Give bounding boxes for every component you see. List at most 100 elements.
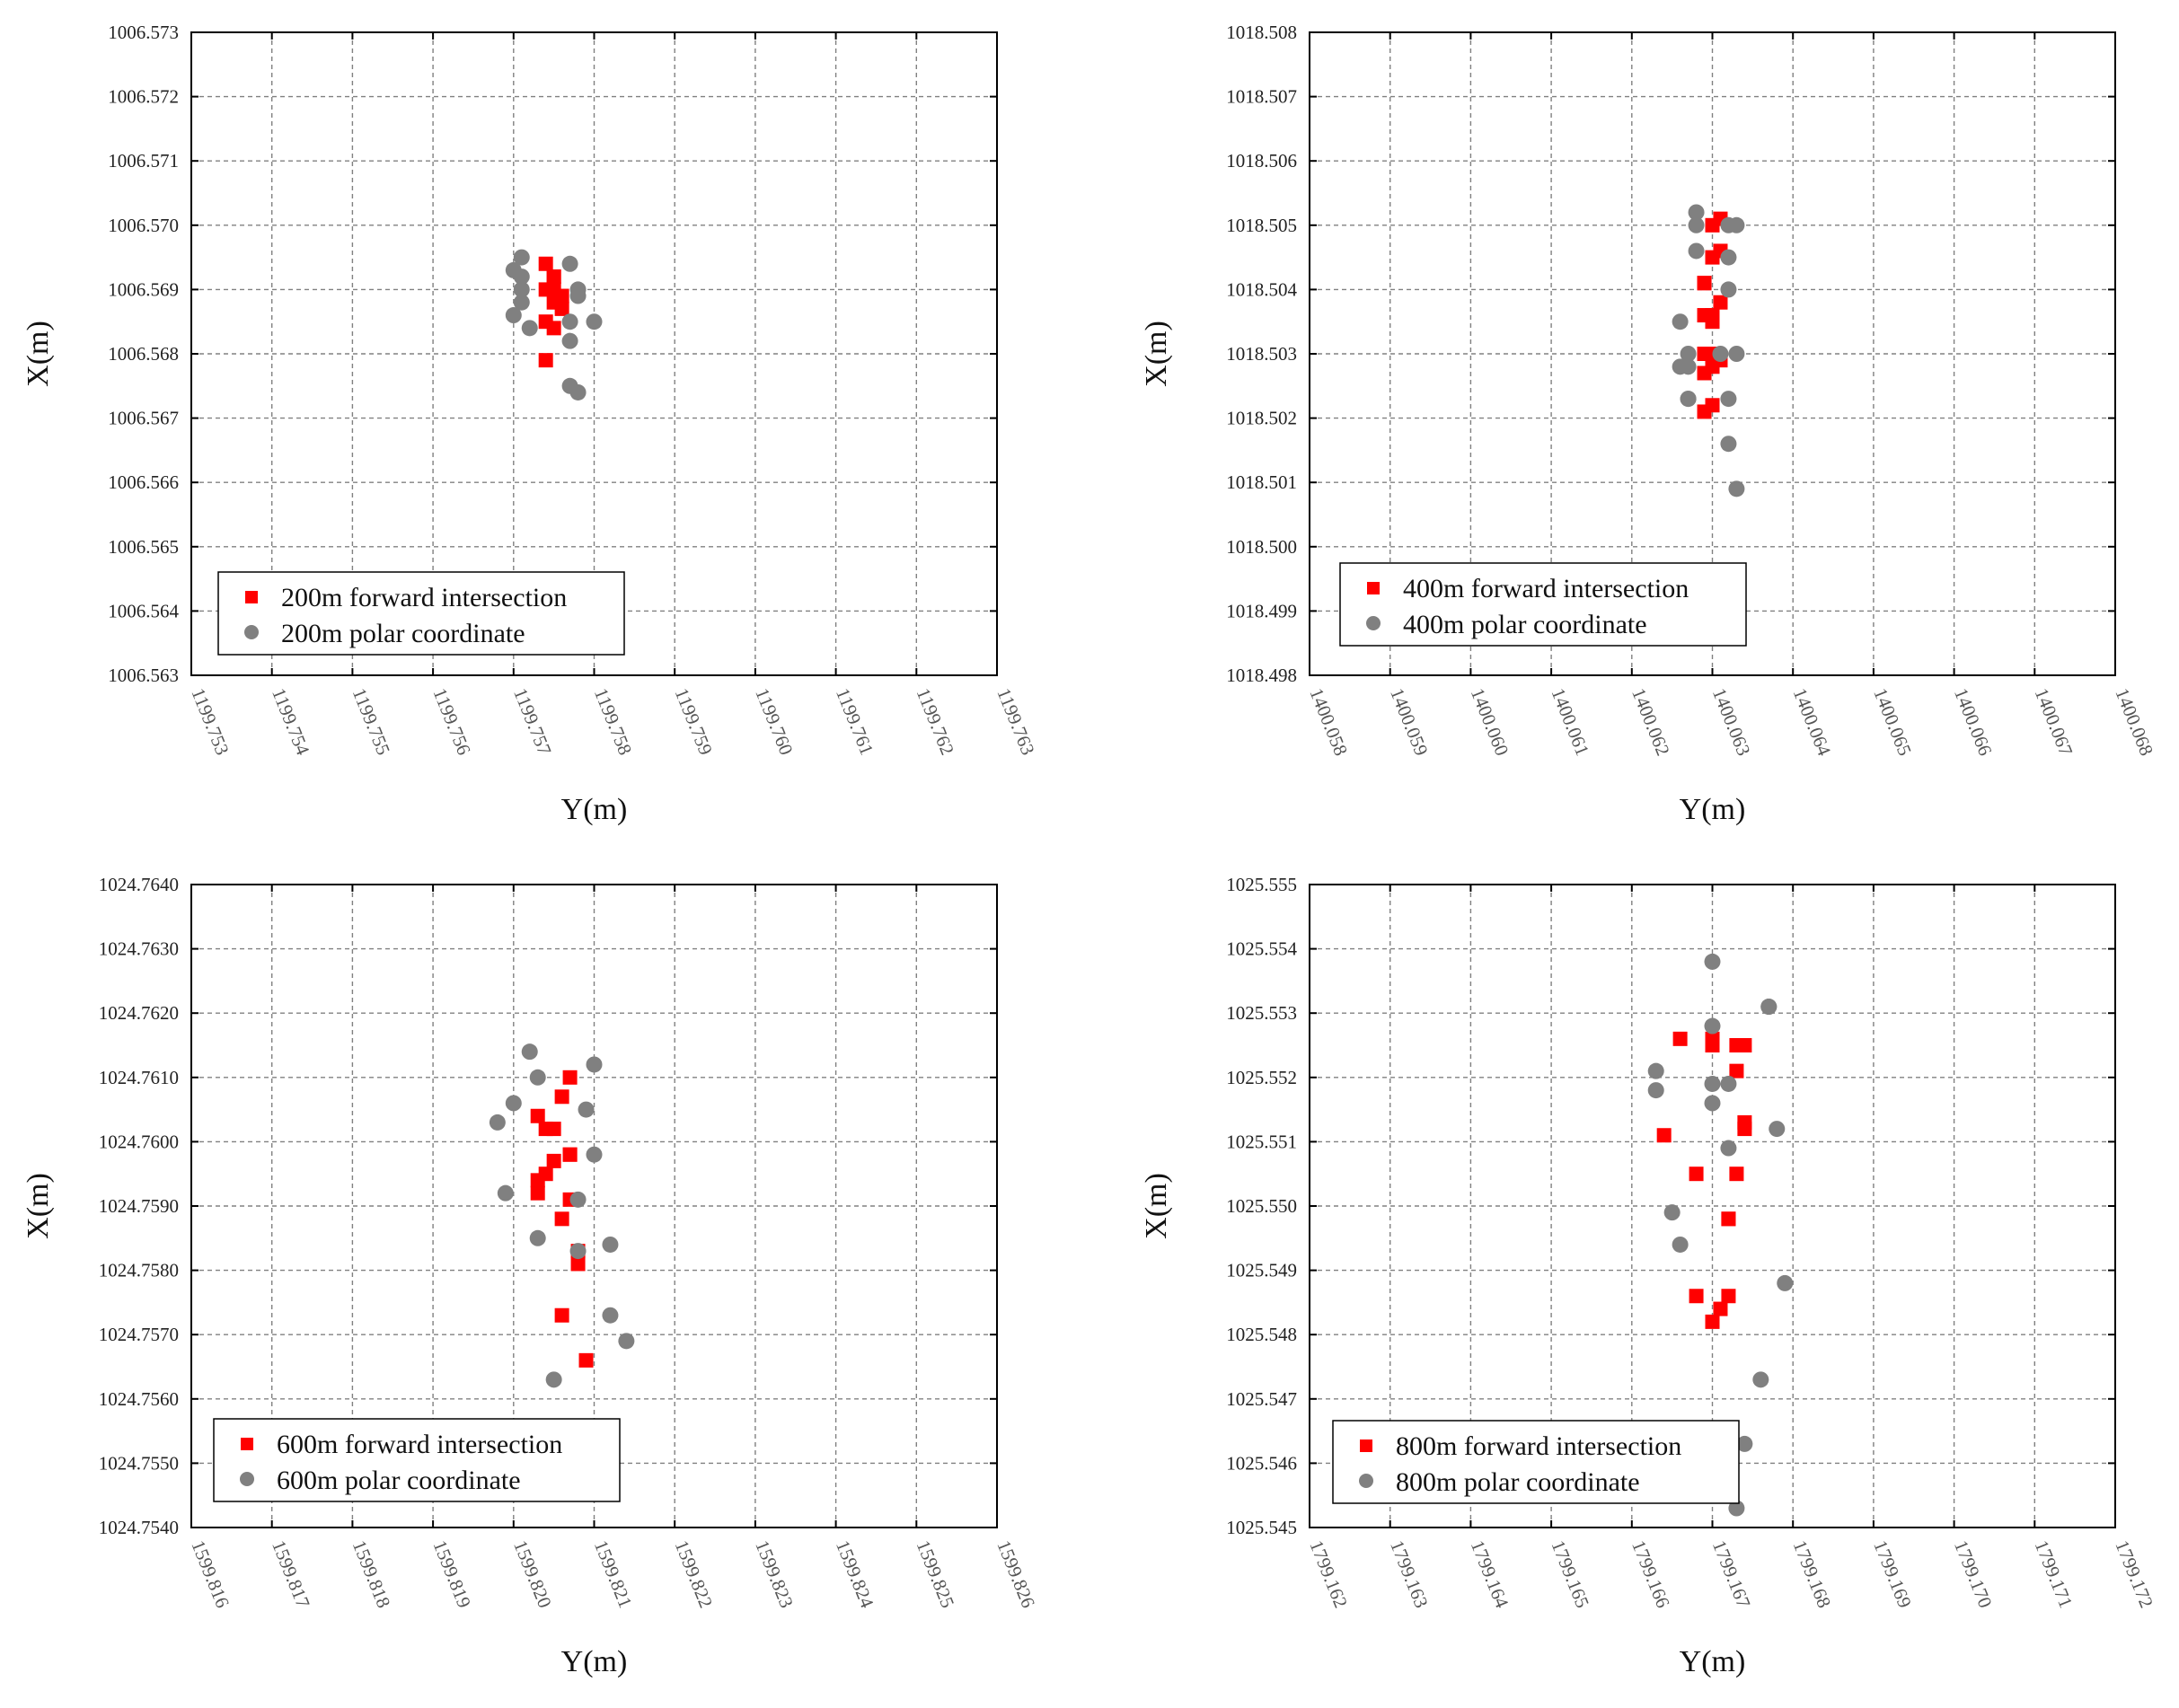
data-point-square <box>578 1352 594 1368</box>
data-point-circle <box>1647 1062 1664 1079</box>
legend-label-forward: 400m forward intersection <box>1403 574 1689 603</box>
y-tick-label: 1006.568 <box>108 343 179 365</box>
x-tick-label: 1199.760 <box>751 685 797 758</box>
data-point-square <box>1713 1301 1728 1316</box>
data-point-circle <box>1720 281 1737 298</box>
data-point-circle <box>1728 480 1745 497</box>
legend-label-polar: 800m polar coordinate <box>1396 1467 1640 1497</box>
data-point-circle <box>505 1095 522 1112</box>
x-tick-label: 1199.758 <box>590 685 636 758</box>
x-tick-label: 1599.819 <box>428 1537 475 1611</box>
x-tick-label: 1599.821 <box>590 1537 637 1611</box>
data-point-square <box>562 1147 578 1162</box>
y-tick-label: 1025.555 <box>1226 874 1297 895</box>
data-point-circle <box>1720 1075 1737 1092</box>
data-point-circle <box>513 249 530 266</box>
series-forward-intersection <box>538 256 569 368</box>
data-point-circle <box>1769 1121 1786 1138</box>
data-point-square <box>538 353 553 368</box>
x-tick-label: 1599.825 <box>913 1537 959 1611</box>
data-point-square <box>1705 1314 1720 1329</box>
x-tick-label: 1199.754 <box>268 685 314 759</box>
legend-marker-square <box>1360 1439 1372 1452</box>
legend-box <box>1339 562 1747 647</box>
data-point-square <box>1697 276 1712 291</box>
data-point-circle <box>1728 216 1745 233</box>
x-tick-label: 1199.762 <box>913 685 958 758</box>
y-tick-label: 1006.563 <box>108 665 179 686</box>
data-point-circle <box>513 281 530 298</box>
legend-box <box>213 1418 621 1502</box>
y-tick-label: 1018.504 <box>1226 278 1297 300</box>
data-point-circle <box>1704 1017 1721 1034</box>
y-tick-label: 1006.570 <box>108 215 179 236</box>
x-tick-label: 1599.822 <box>671 1537 718 1611</box>
y-axis-title: X(m) <box>22 321 55 387</box>
y-tick-label: 1018.502 <box>1226 408 1297 429</box>
data-point-circle <box>1672 313 1689 330</box>
data-point-circle <box>545 1371 562 1388</box>
x-tick-label: 1199.756 <box>428 685 474 758</box>
x-axis-title: Y(m) <box>1680 793 1746 826</box>
y-tick-label: 1024.7570 <box>99 1324 179 1345</box>
data-point-square <box>554 301 569 316</box>
data-point-square <box>1705 250 1720 265</box>
series-polar-coordinate <box>505 249 603 401</box>
y-tick-label: 1025.554 <box>1226 938 1297 960</box>
y-tick-label: 1018.501 <box>1226 471 1297 493</box>
y-tick-label: 1024.7610 <box>99 1067 179 1088</box>
data-point-circle <box>569 1243 587 1260</box>
x-tick-label: 1400.059 <box>1386 685 1433 759</box>
legend-marker-square <box>1367 582 1380 594</box>
data-point-circle <box>1712 346 1729 362</box>
y-axis-title: X(m) <box>22 1173 55 1239</box>
data-point-circle <box>1777 1274 1794 1291</box>
data-point-circle <box>1728 346 1745 362</box>
data-point-circle <box>561 332 578 349</box>
data-point-circle <box>1688 204 1705 221</box>
data-point-circle <box>586 1056 603 1073</box>
x-tick-label: 1799.164 <box>1467 1537 1513 1611</box>
data-point-circle <box>602 1307 619 1324</box>
data-point-square <box>530 1108 545 1123</box>
x-tick-label: 1400.068 <box>2111 685 2157 759</box>
y-tick-label: 1024.7640 <box>99 874 179 895</box>
y-tick-label: 1025.549 <box>1226 1260 1297 1281</box>
y-tick-label: 1018.500 <box>1226 536 1297 558</box>
data-point-circle <box>1752 1371 1769 1388</box>
y-tick-label: 1025.546 <box>1226 1452 1297 1474</box>
y-tick-label: 1018.508 <box>1226 22 1297 43</box>
data-point-square <box>1656 1128 1672 1143</box>
y-tick-label: 1024.7590 <box>99 1195 179 1217</box>
chart-panel-4: 1025.545 1025.546 1025.547 1025.548 1025.549… <box>1140 874 2157 1678</box>
y-tick-label: 1006.567 <box>108 408 179 429</box>
data-point-circle <box>1728 1500 1745 1517</box>
data-point-circle <box>529 1229 546 1246</box>
data-point-circle <box>1680 358 1697 375</box>
x-tick-label: 1199.761 <box>832 685 878 758</box>
x-axis-title: Y(m) <box>561 793 628 826</box>
series-polar-coordinate <box>1672 204 1745 497</box>
data-point-circle <box>521 320 538 337</box>
data-point-circle <box>497 1184 514 1202</box>
data-point-circle <box>578 1101 595 1118</box>
legend-label-polar: 400m polar coordinate <box>1403 610 1647 639</box>
x-tick-label: 1199.755 <box>348 685 394 758</box>
x-tick-label: 1799.172 <box>2111 1537 2157 1611</box>
x-tick-label: 1799.171 <box>2031 1537 2078 1611</box>
data-point-square <box>546 321 561 336</box>
x-tick-label: 1199.763 <box>992 685 1038 758</box>
data-point-circle <box>1688 242 1705 260</box>
y-tick-label: 1006.564 <box>108 600 179 621</box>
data-point-circle <box>1720 436 1737 453</box>
data-point-circle <box>1680 391 1697 408</box>
data-point-square <box>554 1211 569 1227</box>
y-axis-title: X(m) <box>1140 1173 1173 1239</box>
x-tick-label: 1599.816 <box>187 1537 234 1611</box>
y-tick-label: 1006.572 <box>108 86 179 108</box>
legend: 600m forward intersection 600m polar coor… <box>213 1418 621 1502</box>
x-tick-label: 1400.060 <box>1467 685 1513 759</box>
legend-box <box>217 571 625 656</box>
x-tick-label: 1599.818 <box>348 1537 395 1611</box>
